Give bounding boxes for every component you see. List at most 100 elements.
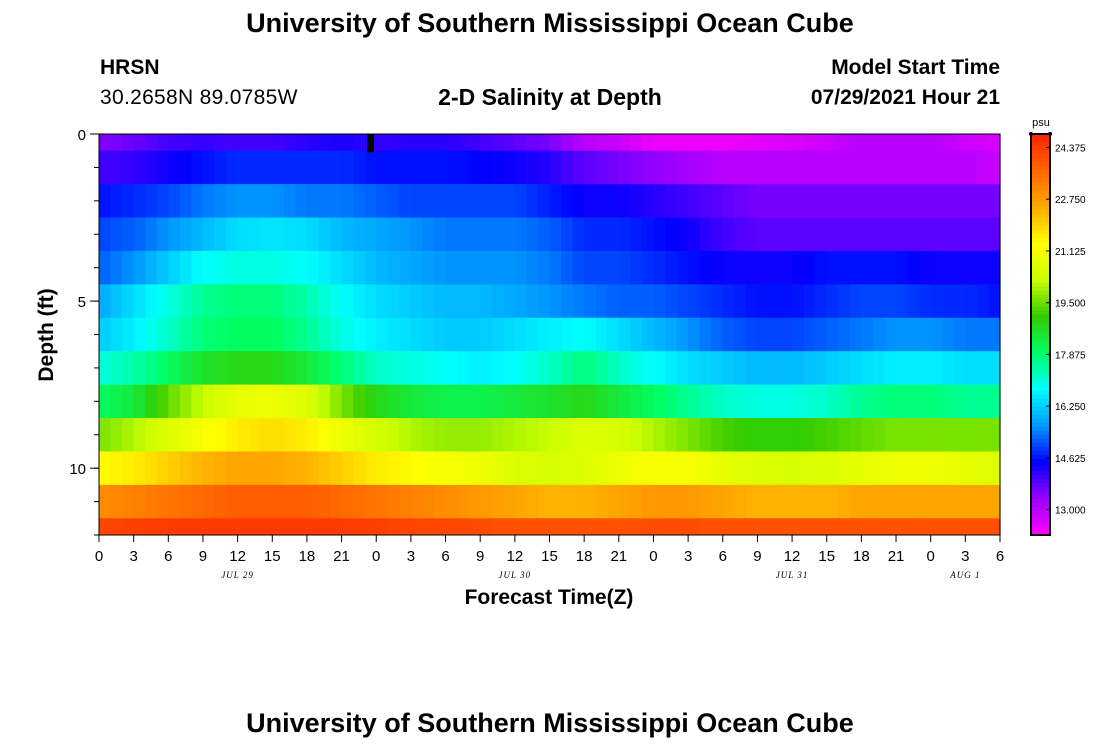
heatmap-cell bbox=[745, 418, 759, 452]
heatmap-cell bbox=[872, 150, 886, 185]
heatmap-cell bbox=[676, 134, 689, 152]
heatmap-cell bbox=[295, 451, 308, 486]
colorbar-segment bbox=[1031, 458, 1050, 464]
heatmap-cell bbox=[965, 284, 978, 319]
heatmap-cell bbox=[618, 250, 631, 285]
heatmap-cell bbox=[237, 351, 250, 385]
colorbar-segment bbox=[1031, 262, 1050, 267]
heatmap-cell bbox=[514, 184, 527, 218]
heatmap-cell bbox=[572, 384, 585, 419]
heatmap-cell bbox=[988, 250, 1001, 285]
heatmap-cell bbox=[815, 351, 828, 385]
heatmap-cell bbox=[376, 384, 389, 419]
heatmap-cell bbox=[838, 384, 851, 419]
x-tick-label: 15 bbox=[818, 548, 835, 565]
heatmap-cell bbox=[722, 451, 735, 486]
heatmap-cell bbox=[260, 184, 273, 218]
heatmap-cell bbox=[919, 134, 932, 152]
heatmap-cell bbox=[491, 451, 504, 486]
heatmap-cell bbox=[226, 317, 239, 352]
heatmap-cell bbox=[676, 217, 689, 252]
x-tick-label: 15 bbox=[264, 548, 281, 565]
heatmap-cell bbox=[688, 484, 701, 519]
heatmap-cell bbox=[249, 284, 262, 319]
heatmap-cell bbox=[318, 150, 331, 185]
colorbar-corner-dot bbox=[1029, 132, 1033, 136]
heatmap-cell bbox=[457, 317, 470, 352]
heatmap-cell bbox=[387, 418, 400, 452]
heatmap-cell bbox=[468, 451, 481, 486]
colorbar-segment bbox=[1031, 330, 1050, 335]
heatmap-cell bbox=[618, 317, 631, 352]
colorbar-segment bbox=[1031, 154, 1050, 159]
heatmap-cell bbox=[283, 451, 296, 486]
heatmap-cell bbox=[630, 134, 643, 152]
heatmap-cell bbox=[838, 351, 851, 385]
heatmap-cell bbox=[572, 284, 585, 319]
heatmap-cell bbox=[757, 134, 770, 152]
heatmap-cell bbox=[410, 384, 424, 419]
heatmap-cell bbox=[306, 150, 320, 185]
heatmap-cell bbox=[468, 384, 481, 419]
heatmap-cell bbox=[711, 217, 724, 252]
heatmap-cell bbox=[295, 518, 308, 536]
heatmap-cell bbox=[665, 484, 678, 519]
heatmap-cell bbox=[896, 217, 909, 252]
heatmap-cell bbox=[688, 351, 701, 385]
x-tick-label: 18 bbox=[853, 548, 870, 565]
heatmap-cell bbox=[676, 317, 689, 352]
heatmap-cell bbox=[433, 484, 447, 519]
heatmap-cell bbox=[641, 384, 655, 419]
heatmap-cell bbox=[872, 134, 886, 152]
heatmap-cell bbox=[145, 134, 158, 152]
heatmap-cell bbox=[480, 518, 493, 536]
heatmap-cell bbox=[283, 284, 296, 319]
heatmap-cell bbox=[745, 284, 759, 319]
heatmap-cell bbox=[711, 384, 724, 419]
heatmap-cell bbox=[815, 150, 828, 185]
heatmap-cell bbox=[803, 217, 816, 252]
heatmap-cell bbox=[630, 384, 643, 419]
heatmap-cell bbox=[526, 351, 539, 385]
heatmap-cell bbox=[514, 518, 527, 536]
heatmap-cell bbox=[965, 351, 978, 385]
heatmap-cell bbox=[561, 150, 574, 185]
heatmap-cell bbox=[422, 484, 435, 519]
heatmap-cell bbox=[272, 351, 285, 385]
heatmap-cell bbox=[838, 518, 851, 536]
heatmap-cell bbox=[468, 184, 481, 218]
heatmap-cell bbox=[803, 284, 816, 319]
heatmap-cell bbox=[145, 384, 158, 419]
colorbar-segment bbox=[1031, 370, 1050, 376]
heatmap-cell bbox=[399, 217, 412, 252]
heatmap-cell bbox=[965, 217, 978, 252]
heatmap-cell bbox=[237, 384, 250, 419]
heatmap-cell bbox=[306, 134, 320, 152]
heatmap-cell bbox=[445, 317, 458, 352]
heatmap-cell bbox=[572, 250, 585, 285]
heatmap-cell bbox=[145, 150, 158, 185]
heatmap-cell bbox=[537, 484, 551, 519]
heatmap-cell bbox=[988, 484, 1001, 519]
heatmap-cell bbox=[618, 134, 631, 152]
heatmap-cell bbox=[330, 150, 343, 185]
x-date-label: AUG 1 bbox=[949, 570, 980, 580]
heatmap-cell bbox=[526, 184, 539, 218]
heatmap-cell bbox=[341, 384, 354, 419]
heatmap-cell bbox=[537, 134, 551, 152]
colorbar-corner-dot bbox=[1048, 132, 1052, 136]
heatmap-cell bbox=[410, 518, 424, 536]
heatmap-cell bbox=[330, 134, 343, 152]
heatmap-cell bbox=[330, 250, 343, 285]
heatmap-cell bbox=[295, 351, 308, 385]
heatmap-cell bbox=[272, 217, 285, 252]
heatmap-cell bbox=[676, 451, 689, 486]
heatmap-cell bbox=[526, 451, 539, 486]
colorbar-segment bbox=[1031, 390, 1050, 396]
heatmap-cell bbox=[387, 317, 400, 352]
heatmap-cell bbox=[318, 418, 331, 452]
heatmap-cell bbox=[965, 418, 978, 452]
heatmap-cell bbox=[295, 484, 308, 519]
colorbar-segment bbox=[1031, 166, 1050, 171]
heatmap-cell bbox=[884, 217, 897, 252]
